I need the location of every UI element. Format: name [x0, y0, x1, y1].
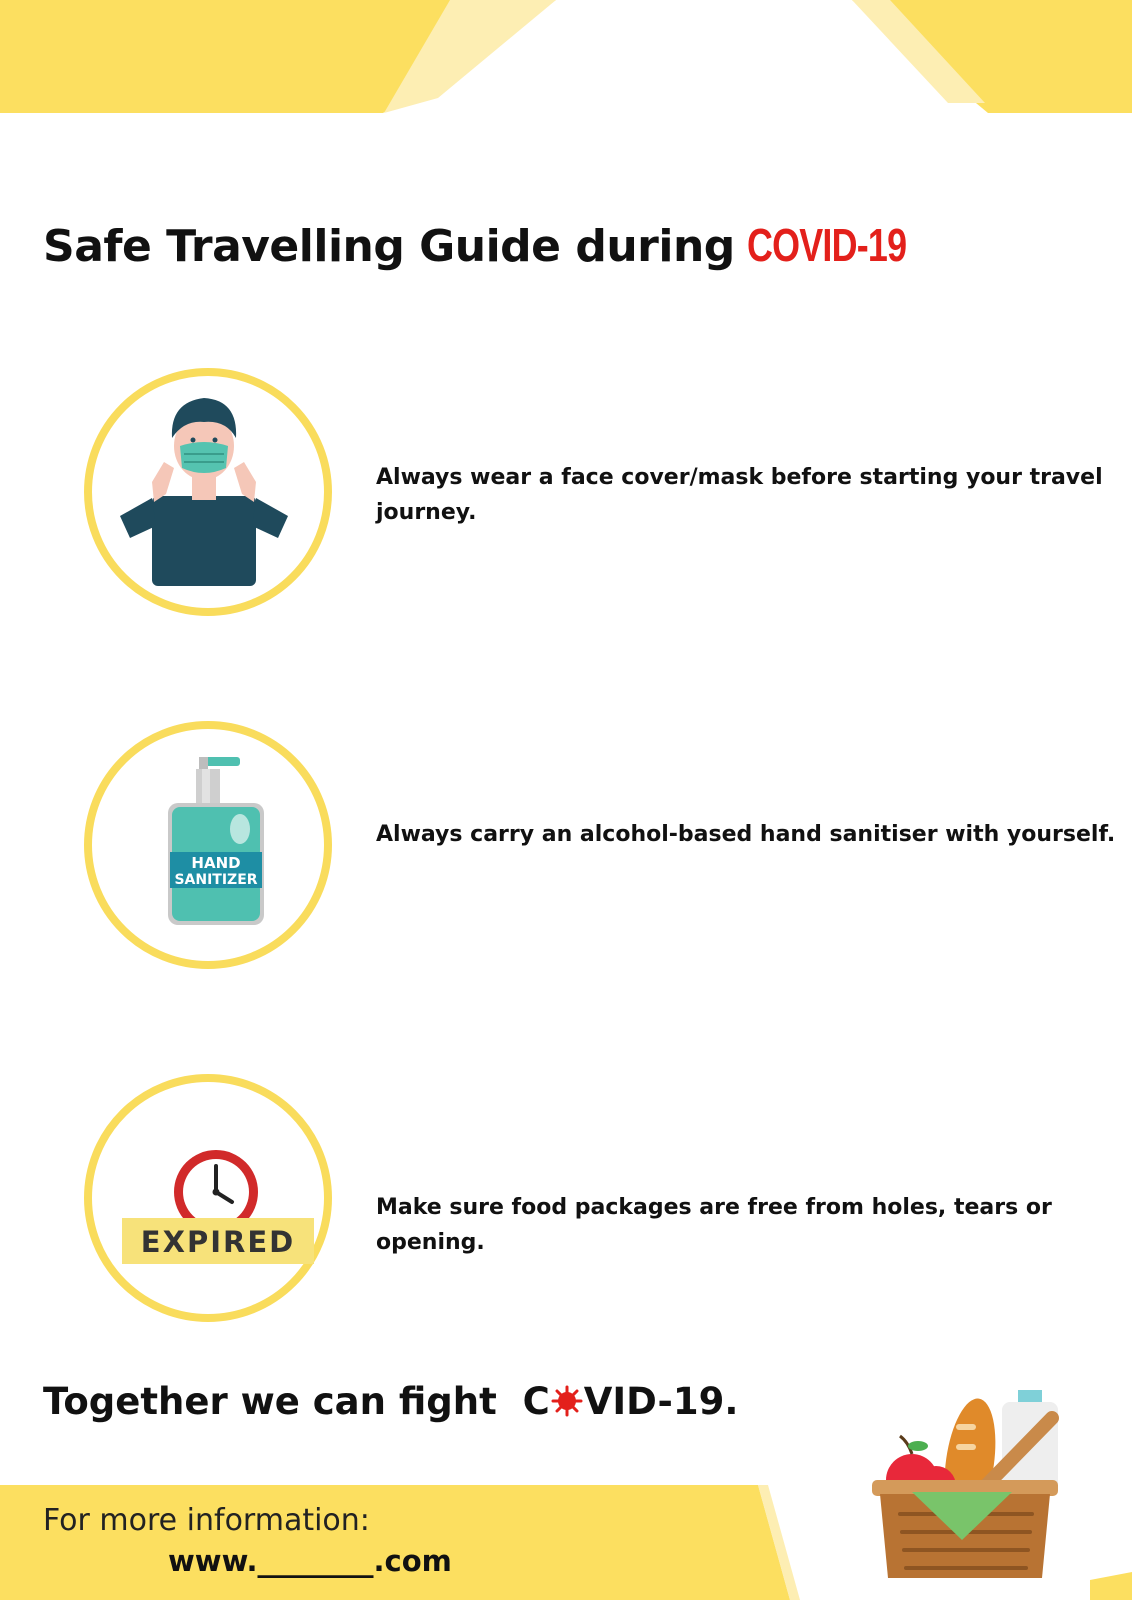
- virus-icon: [551, 1385, 583, 1417]
- tip-2-icon-frame: HAND SANITIZER: [84, 721, 332, 969]
- hand-sanitizer-icon: HAND SANITIZER: [168, 757, 264, 925]
- page-title-text: Safe Travelling Guide during: [43, 221, 735, 272]
- slogan-c: C: [522, 1380, 550, 1423]
- food-basket-icon: [872, 1390, 1059, 1578]
- tip-3-icon-frame: EXPIRED: [84, 1074, 332, 1322]
- tip-1-icon-frame: [84, 368, 332, 616]
- slogan: Together we can fight C VID-19.: [43, 1380, 738, 1423]
- page-title-highlight: COVID-19: [746, 219, 907, 271]
- footer-url[interactable]: www.________.com: [168, 1544, 452, 1578]
- expired-stamp: EXPIRED: [141, 1225, 295, 1259]
- sanitizer-label-sanitizer: SANITIZER: [174, 872, 257, 888]
- tip-2-text: Always carry an alcohol-based hand sanit…: [376, 822, 1116, 847]
- page-title: Safe Travelling Guide during COVID-19: [43, 218, 951, 272]
- footer-label: For more information:: [43, 1503, 370, 1538]
- sanitizer-label-hand: HAND: [191, 854, 240, 872]
- slogan-prefix: Together we can fight: [43, 1380, 497, 1423]
- tip-3-text: Make sure food packages are free from ho…: [376, 1195, 1052, 1255]
- slogan-rest: VID-19.: [583, 1380, 739, 1423]
- expired-clock-icon: EXPIRED: [122, 1150, 314, 1264]
- face-mask-person-icon: [120, 398, 288, 586]
- tip-1-text: Always wear a face cover/mask before sta…: [376, 465, 1103, 525]
